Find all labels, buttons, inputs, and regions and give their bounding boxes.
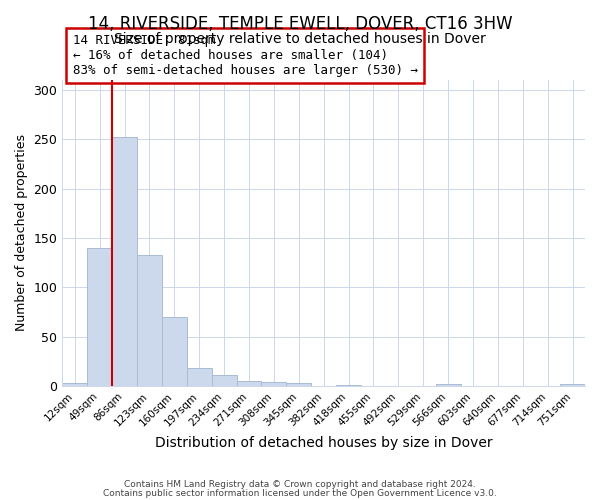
Text: 14, RIVERSIDE, TEMPLE EWELL, DOVER, CT16 3HW: 14, RIVERSIDE, TEMPLE EWELL, DOVER, CT16… [88,15,512,33]
Bar [560,384,585,386]
Bar [436,384,461,386]
Text: 14 RIVERSIDE: 81sqm
← 16% of detached houses are smaller (104)
83% of semi-detac: 14 RIVERSIDE: 81sqm ← 16% of detached ho… [73,34,418,77]
Bar [187,368,212,386]
Bar [236,381,262,386]
Bar [62,383,87,386]
Text: Contains public sector information licensed under the Open Government Licence v3: Contains public sector information licen… [103,489,497,498]
Text: Contains HM Land Registry data © Crown copyright and database right 2024.: Contains HM Land Registry data © Crown c… [124,480,476,489]
Bar [87,248,112,386]
Bar [336,385,361,386]
Bar [162,317,187,386]
Bar [286,383,311,386]
X-axis label: Distribution of detached houses by size in Dover: Distribution of detached houses by size … [155,436,493,450]
Bar [262,382,286,386]
Bar [112,137,137,386]
Text: Size of property relative to detached houses in Dover: Size of property relative to detached ho… [114,32,486,46]
Bar [212,375,236,386]
Y-axis label: Number of detached properties: Number of detached properties [15,134,28,332]
Bar [137,254,162,386]
